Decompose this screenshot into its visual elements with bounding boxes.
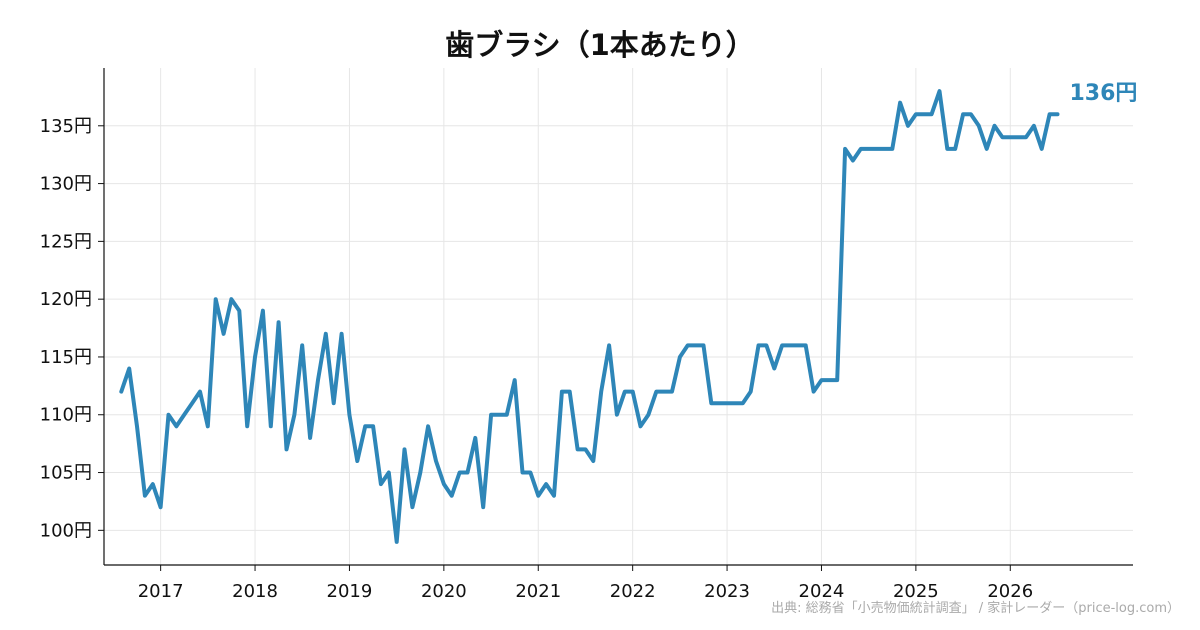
y-tick-label: 115円 (40, 347, 92, 368)
series: 136円 (119, 81, 1137, 544)
series-line (119, 89, 1060, 544)
source-note: 出典: 総務省「小売物価統計調査」 / 家計レーダー（price-log.com… (771, 601, 1180, 616)
x-tick-label: 2026 (987, 581, 1033, 602)
tick-labels: 100円 105円 110円 115円 120円 125円 130円 135円 2017 2018… (40, 116, 1034, 602)
x-tick-label: 2018 (232, 581, 278, 602)
y-tick-label: 135円 (40, 116, 92, 137)
x-tick-label: 2019 (327, 581, 373, 602)
axes (98, 68, 1133, 571)
y-tick-label: 105円 (40, 463, 92, 484)
x-tick-label: 2021 (515, 581, 561, 602)
y-tick-label: 130円 (40, 174, 92, 195)
x-tick-label: 2020 (421, 581, 467, 602)
grid (104, 68, 1133, 565)
y-tick-label: 110円 (40, 405, 92, 426)
x-tick-label: 2023 (704, 581, 750, 602)
x-tick-label: 2017 (138, 581, 184, 602)
y-tick-label: 120円 (40, 289, 92, 310)
x-tick-label: 2024 (799, 581, 845, 602)
y-tick-label: 100円 (40, 520, 92, 541)
chart-title: 歯ブラシ（1本あたり） (445, 28, 755, 62)
x-tick-label: 2022 (610, 581, 656, 602)
end-value-label: 136円 (1069, 81, 1137, 106)
y-tick-label: 125円 (40, 231, 92, 252)
x-tick-label: 2025 (893, 581, 939, 602)
